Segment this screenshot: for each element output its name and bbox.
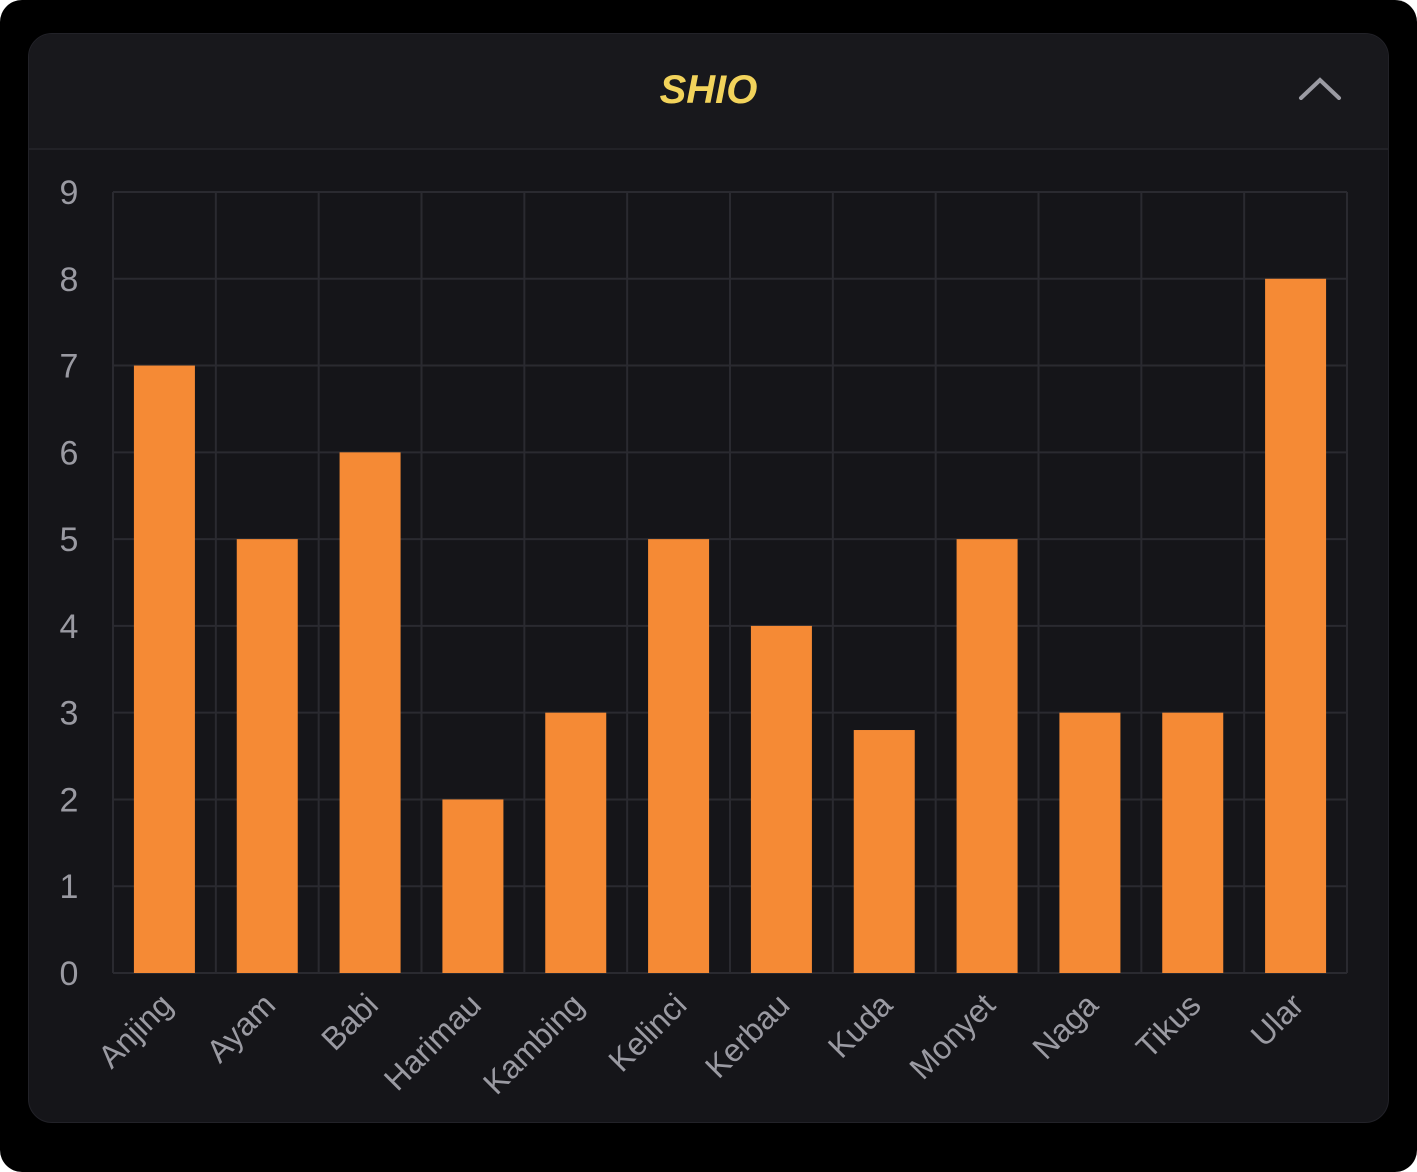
bar-babi [339, 452, 401, 973]
bar-ayam [236, 539, 298, 973]
x-tick-label: Kuda [821, 986, 899, 1064]
x-tick-label: Harimau [377, 986, 488, 1097]
bar-ular [1265, 278, 1327, 973]
x-tick-label: Naga [1025, 986, 1105, 1066]
chevron-up-icon[interactable] [1298, 76, 1342, 100]
bar-monyet [956, 539, 1018, 973]
x-tick-label: Tikus [1129, 986, 1208, 1065]
y-tick-label: 9 [60, 174, 79, 212]
bar-kelinci [648, 539, 710, 973]
y-tick-label: 3 [60, 695, 79, 733]
bar-anjing [133, 365, 195, 973]
bar-harimau [442, 799, 504, 973]
bar-tikus [1162, 712, 1224, 973]
x-tick-label: Monyet [902, 986, 1002, 1086]
y-tick-label: 1 [60, 868, 79, 906]
y-tick-label: 8 [60, 261, 79, 299]
y-tick-label: 6 [60, 434, 79, 472]
x-tick-label: Ular [1244, 986, 1311, 1053]
x-tick-label: Kelinci [601, 986, 693, 1078]
y-tick-label: 2 [60, 781, 79, 819]
y-tick-label: 7 [60, 348, 79, 386]
x-tick-label: Anjing [91, 986, 179, 1074]
bar-kambing [545, 712, 607, 973]
x-tick-label: Kerbau [698, 986, 796, 1084]
x-tick-label: Ayam [199, 986, 282, 1069]
bar-naga [1059, 712, 1121, 973]
x-tick-label: Kambing [476, 986, 591, 1101]
y-tick-label: 0 [60, 955, 79, 993]
bar-kuda [853, 730, 915, 973]
card-header: SHIO [29, 34, 1388, 150]
x-tick-label: Babi [314, 986, 385, 1057]
card-title: SHIO [659, 68, 758, 112]
y-tick-label: 4 [60, 608, 79, 646]
bar-kerbau [750, 625, 812, 973]
y-tick-label: 5 [60, 521, 79, 559]
